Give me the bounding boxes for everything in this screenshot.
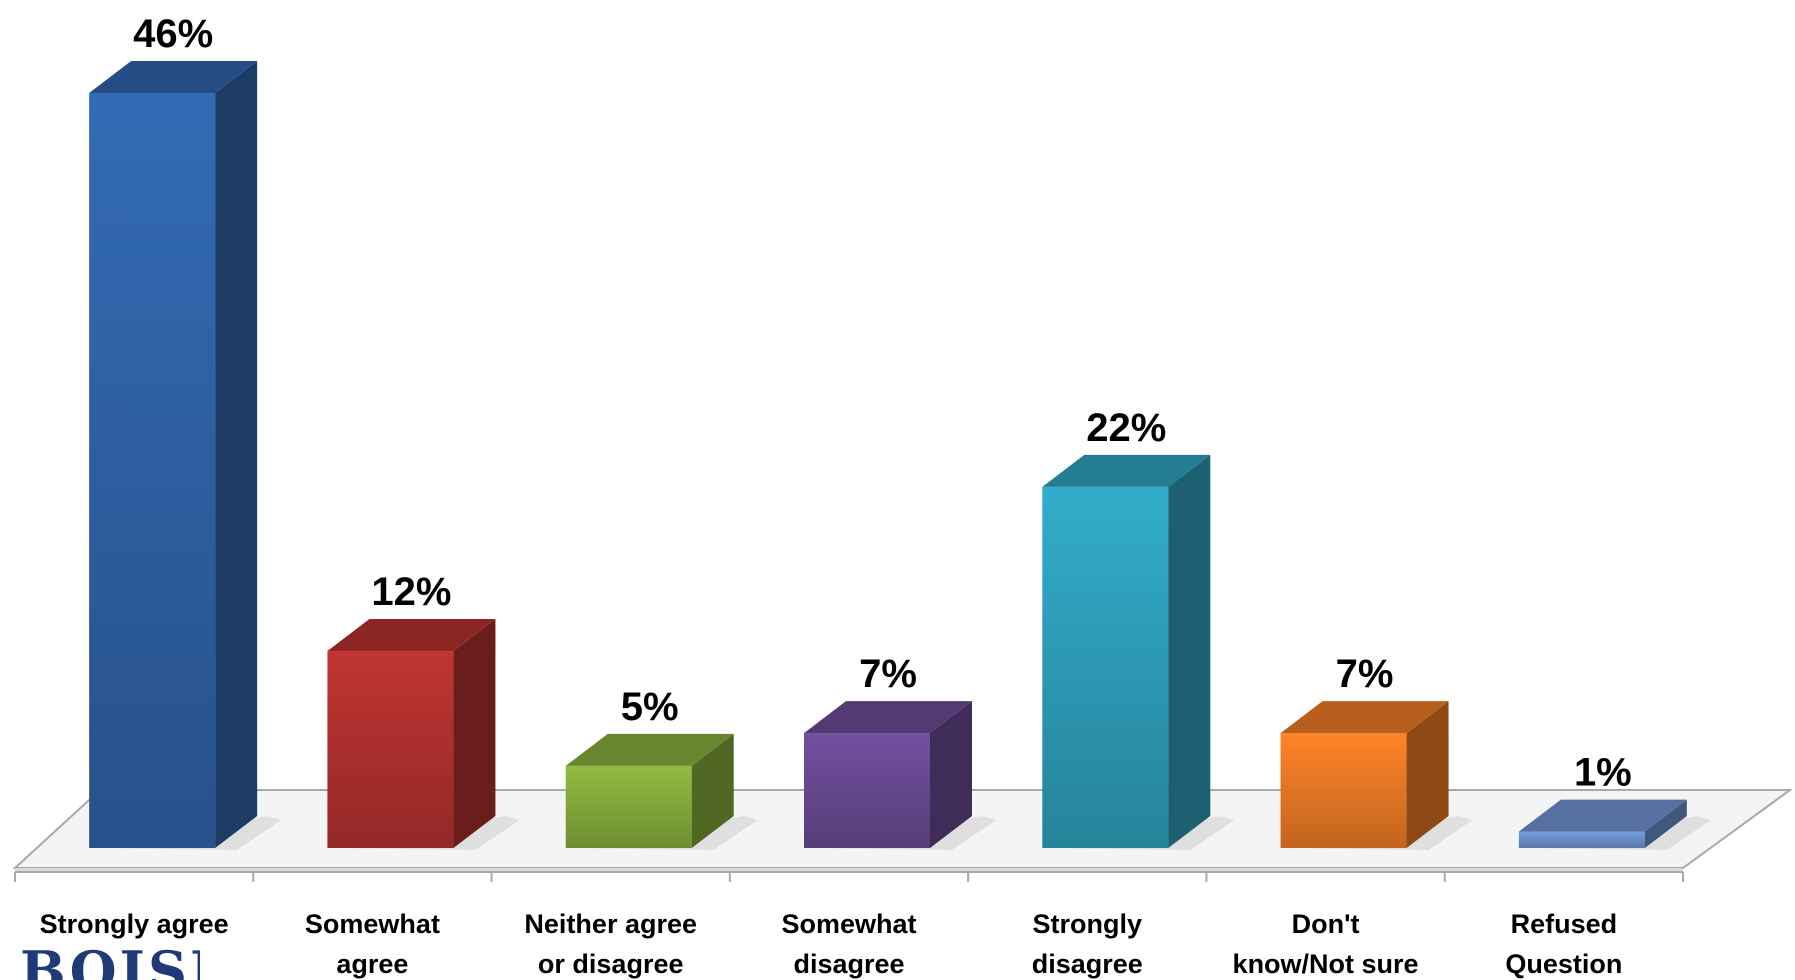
bar-top-face (1280, 701, 1449, 734)
category-label: Strongly (1033, 909, 1143, 939)
bar-front-face (565, 765, 692, 848)
bar-front-face (1042, 486, 1169, 848)
bar-front-face (327, 651, 454, 848)
category-label: Question (1505, 949, 1622, 979)
value-label: 46% (133, 12, 213, 56)
bar-front-face (1280, 733, 1407, 848)
bars (89, 61, 1711, 850)
value-label: 1% (1574, 751, 1632, 795)
bar-side-face (691, 733, 734, 848)
bar (1280, 701, 1473, 850)
bar-top-face (804, 701, 972, 734)
bar-side-face (930, 701, 972, 848)
value-label: 12% (371, 570, 451, 614)
bar (804, 701, 996, 850)
category-label: agree (336, 949, 408, 979)
category-label: Strongly agree (40, 909, 229, 939)
bar-side-face (215, 61, 258, 848)
value-label: 7% (859, 652, 917, 696)
bar-top-face (565, 733, 734, 766)
bar-top-face (89, 61, 258, 93)
category-label: Don't (1292, 909, 1360, 939)
value-label: 7% (1336, 652, 1394, 696)
bar-side-face (453, 619, 496, 848)
bar-side-face (1406, 701, 1449, 848)
bar (565, 733, 758, 850)
bar-top-face (327, 619, 496, 652)
bar (1042, 454, 1235, 850)
value-label: 22% (1086, 406, 1166, 450)
x-axis-ticks (14, 872, 1684, 882)
bar-front-face (1518, 831, 1645, 848)
logo: BOISE (20, 939, 234, 980)
bar-side-face (1644, 799, 1687, 848)
value-label: 5% (621, 685, 679, 729)
bar-top-face (1518, 799, 1687, 832)
bar-front-face (804, 733, 930, 848)
bar-side-face (1168, 454, 1211, 848)
category-label: Neither agree (524, 909, 697, 939)
category-label: disagree (793, 949, 904, 979)
category-label: know/Not sure (1233, 949, 1419, 979)
category-label: disagree (1032, 949, 1143, 979)
bar-top-face (1042, 454, 1211, 487)
category-label: Refused (1511, 909, 1618, 939)
bar-front-face (89, 93, 216, 848)
value-labels: 46% 12% 5% 7% 22% 7% 1% (133, 12, 1632, 795)
bar (1518, 799, 1711, 850)
category-label: Somewhat (305, 909, 440, 939)
bar (327, 619, 520, 850)
logo-text: BOISE (20, 939, 234, 980)
bar (89, 61, 282, 850)
category-label: Somewhat (781, 909, 916, 939)
category-label: or disagree (538, 949, 684, 979)
category-labels: Strongly agree Somewhat agree Neither agree… (40, 909, 1623, 979)
